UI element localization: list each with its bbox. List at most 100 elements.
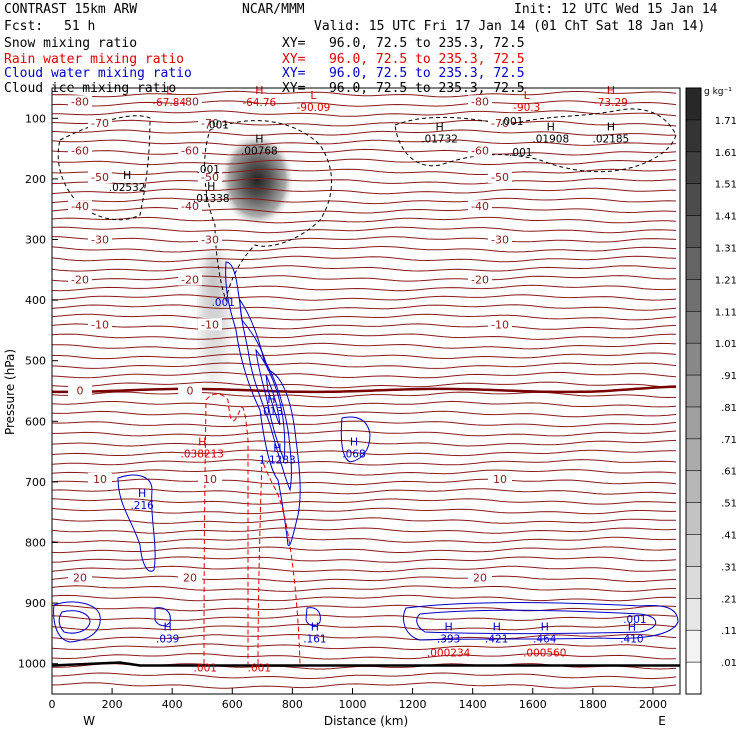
extremum-marker: H	[444, 620, 452, 633]
isotherm-line	[52, 216, 677, 224]
isotherm-line	[52, 187, 676, 195]
isotherm-label-bg	[178, 273, 202, 286]
isotherm-line	[52, 265, 677, 272]
isotherm-label: 20	[183, 572, 197, 585]
y-tick-label: 100	[25, 112, 46, 125]
model-title: CONTRAST 15km ARW	[4, 2, 138, 17]
isotherm-line	[52, 604, 677, 612]
extremum-value: .02532	[109, 182, 146, 194]
isotherm-line	[52, 565, 677, 573]
cloud-water-contour	[403, 602, 679, 641]
extremum-value: .001	[194, 663, 217, 675]
cloud-water-contour	[239, 298, 292, 492]
isotherm-line	[52, 284, 677, 292]
colorbar-label: .91	[721, 371, 737, 382]
y-tick-label: 600	[25, 415, 46, 428]
colorbar-swatch	[686, 662, 701, 695]
isotherm-line	[52, 517, 677, 524]
extremum-marker: H	[607, 120, 615, 133]
isotherm-label-bg	[88, 233, 112, 246]
isotherm-line	[52, 682, 677, 689]
isotherm-label-bg	[468, 571, 492, 584]
extremum-marker: H	[350, 436, 358, 449]
x-tick-label: 400	[162, 698, 183, 711]
isotherm-line	[52, 177, 677, 185]
x-tick-label: 1200	[399, 698, 427, 711]
isotherm-label-bg	[198, 171, 222, 184]
isotherm-line	[52, 110, 677, 117]
isotherm-line	[52, 100, 677, 107]
isotherm-line	[52, 643, 677, 650]
extremum-value: -73.29	[594, 97, 628, 109]
isotherm-label: -70	[201, 117, 219, 130]
org-label: NCAR/MMM	[242, 2, 305, 17]
cloud-water-contour	[255, 348, 286, 461]
colorbar-swatch	[686, 566, 701, 599]
isotherm-label-bg	[68, 200, 92, 213]
y-tick-label: 1000	[18, 658, 46, 671]
extremum-value: .01908	[532, 133, 569, 145]
y-tick-label: 300	[25, 234, 46, 247]
isotherm-label: -60	[471, 144, 489, 157]
isotherm-line	[52, 168, 677, 176]
extremum-value: .02185	[593, 133, 630, 145]
colorbar-label: .01	[721, 658, 737, 669]
isotherm-label-bg	[468, 200, 492, 213]
y-tick-label: 900	[25, 597, 46, 610]
isotherm-line	[52, 236, 677, 243]
isotherm-line	[52, 546, 677, 554]
isotherm-label: -10	[91, 318, 109, 331]
colorbar-swatch	[686, 470, 701, 504]
extremum-value: .001	[212, 297, 235, 309]
colorbar-label: 1.41	[715, 212, 737, 223]
isotherm-line	[52, 362, 677, 369]
isotherm-label: 0	[187, 384, 194, 397]
extremum-value: .01338	[193, 193, 230, 205]
extremum-marker: H	[273, 442, 281, 455]
isotherm-label: 0	[77, 384, 84, 397]
isotherm-label: 10	[93, 473, 107, 486]
surface-line	[52, 661, 680, 667]
x-axis-title: Distance (km)	[324, 714, 408, 728]
isotherm-label-bg	[198, 472, 222, 485]
isotherm-label: -20	[71, 273, 89, 286]
isotherm-line	[52, 129, 677, 136]
isotherm-label-bg	[178, 571, 202, 584]
cloud-water-contour	[53, 601, 101, 643]
extremum-marker: H	[311, 620, 319, 633]
isotherm-label: -30	[91, 234, 109, 247]
isotherm-line	[52, 197, 677, 205]
isotherm-label: -80	[181, 95, 199, 108]
plot-frame	[51, 87, 681, 695]
isotherm-line	[52, 488, 677, 495]
colorbar-label: .11	[721, 626, 737, 637]
cloud-water-contour	[265, 374, 281, 426]
extremum-marker: L	[310, 89, 317, 102]
x-tick-label: 200	[102, 698, 123, 711]
isotherm-label: -30	[201, 234, 219, 247]
isotherm-label-bg	[178, 200, 202, 213]
isotherm-label: -10	[491, 318, 509, 331]
cloud-ice-contour	[204, 120, 333, 302]
extremum-marker: H	[607, 84, 615, 97]
isotherm-label: -10	[201, 318, 219, 331]
isotherm-line	[52, 575, 677, 583]
colorbar-label: 1.31	[715, 243, 737, 254]
isotherm-label: -80	[71, 95, 89, 108]
y-tick-label: 500	[25, 355, 46, 368]
isotherm-line	[52, 623, 677, 631]
isotherm-label: 10	[493, 473, 507, 486]
colorbar-swatch	[686, 247, 701, 280]
cloud-water-contour	[416, 609, 657, 634]
west-label: W	[83, 714, 95, 728]
isotherm-label: -20	[471, 273, 489, 286]
y-tick-label: 800	[25, 537, 46, 550]
colorbar-label: 1.51	[715, 180, 737, 191]
colorbar-swatch	[686, 311, 701, 344]
isotherm-line	[52, 206, 677, 214]
east-label: E	[658, 714, 666, 728]
isotherm-label-bg	[68, 273, 92, 286]
colorbar-label: 1.01	[715, 339, 737, 350]
isotherm-label: 20	[473, 572, 487, 585]
isotherm-line	[52, 459, 677, 466]
